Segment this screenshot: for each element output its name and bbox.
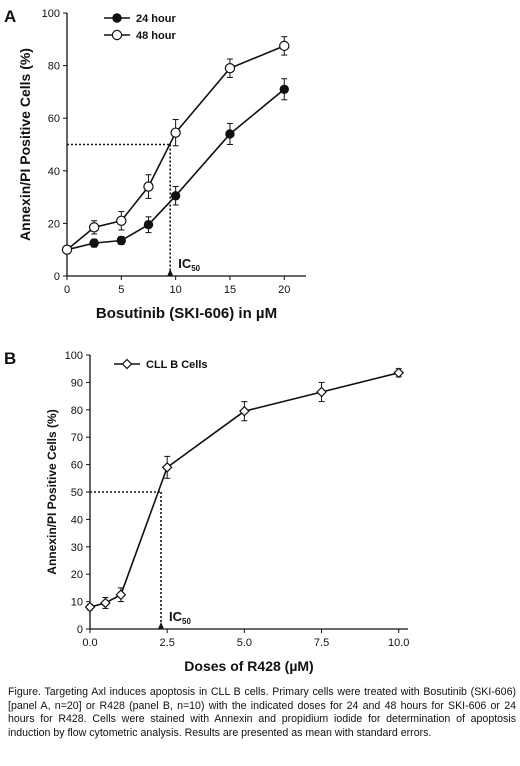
y-tick-label: 0 [54,271,60,283]
x-tick-label: 0.0 [82,637,97,649]
data-point [143,181,154,192]
series-cll-b-cells [84,367,405,613]
data-point [89,238,99,248]
x-tick-label: 7.5 [314,637,329,649]
y-tick-label: 50 [71,487,83,499]
ic50-label: IC50 [178,256,200,273]
x-tick-label: 5.0 [237,637,252,649]
legend-marker [112,13,122,23]
x-tick-label: 0 [64,284,70,296]
legend-label: CLL B Cells [146,359,208,371]
chart-panel-b: B 0 10 20 30 40 50 60 70 80 90 100 0.0 2.5 5.0 7.5 10.0 D… [4,349,409,674]
x-tick-label: 5 [118,284,124,296]
ic50-label: IC50 [169,609,191,626]
data-point [279,84,289,94]
y-axis-title: Annexin/PI Positive Cells (%) [17,48,33,241]
data-point [279,40,290,52]
y-tick-label: 80 [48,61,60,73]
y-tick-label: 90 [71,377,83,389]
y-tick-label: 80 [71,405,83,417]
y-tick-label: 70 [71,432,83,444]
series-line [66,45,285,251]
ic50-marker [167,269,174,276]
x-tick-label: 2.5 [160,637,175,649]
x-tick-label: 10 [170,284,182,296]
data-point [115,589,127,601]
y-tick-label: 20 [71,569,83,581]
data-point [116,235,127,246]
data-point [393,367,405,379]
data-point [170,191,181,201]
y-tick-label: 30 [71,542,83,554]
data-point [61,244,73,255]
x-axis-title: Doses of R428 (µM) [184,658,313,674]
legend-label: 48 hour [136,30,176,42]
legend-entry: 24 hour [104,13,176,25]
data-point [224,63,236,74]
y-tick-label: 100 [65,350,83,362]
data-point [116,215,127,226]
data-point [225,129,235,139]
data-point [170,127,181,138]
ic50-marker [158,622,165,629]
series-48-hour [61,36,290,255]
figure-caption: Figure. Targeting Axl induces apoptosis … [8,686,516,739]
legend-entry: 48 hour [104,29,176,42]
panel-letter: A [4,7,16,26]
legend-entry: CLL B Cells [114,358,208,371]
y-tick-label: 100 [42,8,60,20]
y-tick-label: 40 [71,514,83,526]
legend-marker [111,29,123,41]
x-tick-label: 20 [278,284,290,296]
y-tick-label: 60 [48,113,60,125]
x-axis-title: Bosutinib (SKI-606) in µM [96,305,277,322]
data-point [316,386,327,398]
y-tick-label: 20 [48,218,60,230]
data-point [161,461,173,473]
data-point [100,597,111,609]
panel-letter: B [4,349,16,368]
legend-label: 24 hour [136,13,176,25]
y-tick-label: 10 [71,597,83,609]
data-point [84,601,96,613]
y-tick-label: 0 [77,624,83,636]
x-tick-label: 10.0 [388,637,409,649]
data-point [143,220,154,230]
legend-marker [121,358,133,370]
y-tick-label: 40 [48,166,60,178]
y-tick-label: 60 [71,460,83,472]
data-point [239,405,250,417]
data-point [88,222,100,233]
y-axis-title: Annexin/PI Positive Cells (%) [45,409,59,574]
x-tick-label: 15 [224,284,236,296]
